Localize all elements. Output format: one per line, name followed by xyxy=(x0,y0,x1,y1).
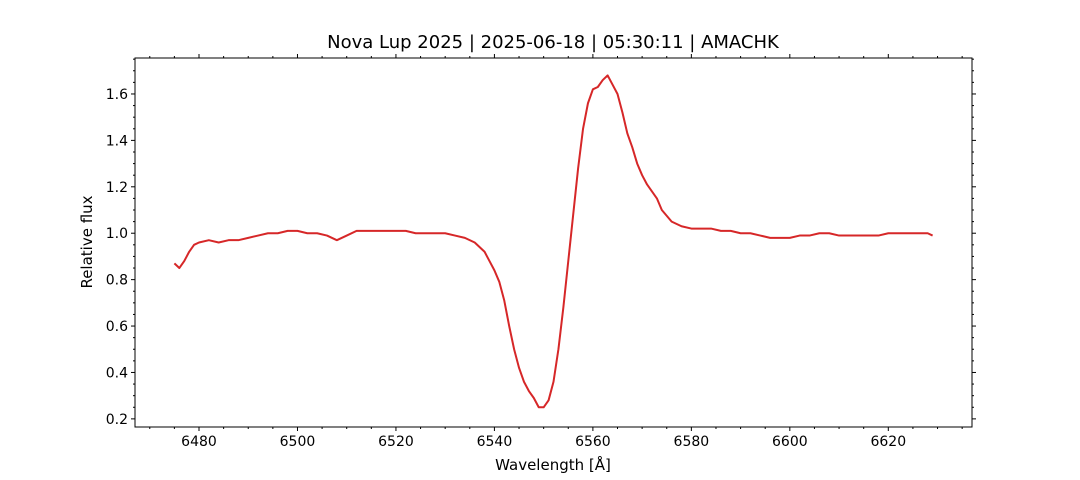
series-line-0 xyxy=(173,74,934,409)
y-tick-label: 0.6 xyxy=(106,319,128,335)
y-tick-label: 0.4 xyxy=(106,365,128,381)
x-tick-label: 6520 xyxy=(378,434,414,450)
y-tick-label: 0.8 xyxy=(106,273,128,289)
x-tick-label: 6540 xyxy=(477,434,513,450)
y-tick-label: 1.2 xyxy=(106,180,128,196)
y-tick-label: 1.0 xyxy=(106,226,128,242)
x-axis-label: Wavelength [Å] xyxy=(495,455,611,474)
y-tick-label: 1.6 xyxy=(106,87,128,103)
x-tick-label: 6480 xyxy=(181,434,217,450)
plot-area-frame xyxy=(134,57,973,428)
x-tick-label: 6580 xyxy=(674,434,710,450)
axis-ticks: 6480 6500 6520 6540 6560 6580 6600 6620 0.2 0.4 0.… xyxy=(106,54,976,450)
y-tick-label: 1.4 xyxy=(106,133,128,149)
y-tick-label: 0.2 xyxy=(106,412,128,428)
x-tick-label: 6600 xyxy=(772,434,808,450)
x-tick-label: 6500 xyxy=(280,434,316,450)
x-tick-label: 6620 xyxy=(870,434,906,450)
chart-title: Nova Lup 2025 | 2025-06-18 | 05:30:11 | … xyxy=(327,32,780,53)
x-tick-label: 6560 xyxy=(575,434,611,450)
series-layer xyxy=(173,74,934,409)
y-axis-label: Relative flux xyxy=(78,195,96,288)
